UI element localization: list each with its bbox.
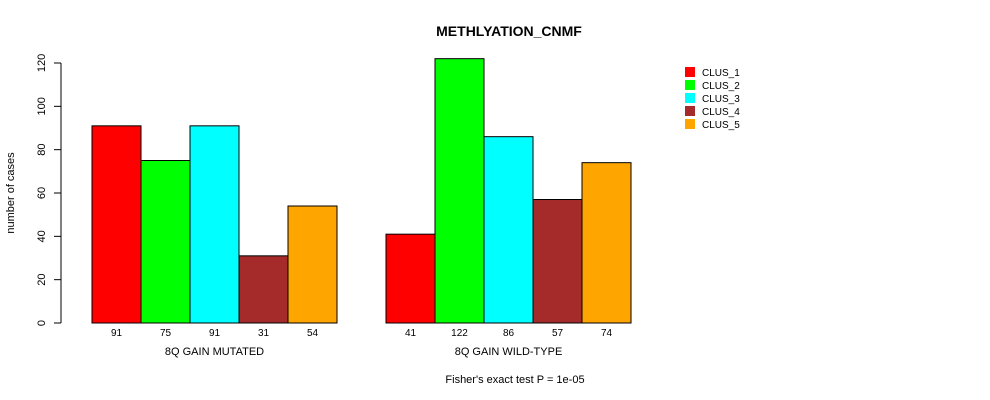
y-tick-label: 100 bbox=[36, 97, 48, 115]
bar-value-label: 54 bbox=[307, 328, 319, 339]
value-labels: 91 75 91 31 54 41 122 86 57 74 bbox=[111, 328, 613, 339]
legend-label: CLUS_5 bbox=[702, 120, 740, 131]
bar-clus-5-group-1 bbox=[287, 205, 338, 324]
bar-value-label: 57 bbox=[552, 328, 564, 339]
bar-clus-1-group-1 bbox=[91, 125, 142, 324]
bar-clus-4-group-1 bbox=[238, 255, 289, 324]
bar-clus-1-group-2 bbox=[385, 233, 436, 324]
bar-clus-3-group-1 bbox=[189, 125, 240, 324]
legend-label: CLUS_4 bbox=[702, 107, 740, 118]
legend-label: CLUS_3 bbox=[702, 94, 740, 105]
legend-label: CLUS_2 bbox=[702, 81, 740, 92]
bar-clus-3-group-2 bbox=[483, 136, 534, 324]
y-axis-label: number of cases bbox=[5, 152, 17, 234]
bar-value-label: 74 bbox=[601, 328, 613, 339]
fisher-test-caption: Fisher's exact test P = 1e-05 bbox=[445, 374, 584, 386]
bar-clus-2-group-2 bbox=[434, 58, 485, 324]
group-label: 8Q GAIN WILD-TYPE bbox=[455, 346, 563, 358]
bar-value-label: 91 bbox=[209, 328, 221, 339]
bar-value-label: 122 bbox=[451, 328, 468, 339]
legend-label: CLUS_1 bbox=[702, 68, 740, 79]
bar-value-label: 41 bbox=[405, 328, 417, 339]
bars bbox=[91, 58, 632, 324]
legend-swatch bbox=[685, 119, 695, 129]
bar-clus-5-group-2 bbox=[581, 162, 632, 324]
group-label: 8Q GAIN MUTATED bbox=[165, 346, 264, 358]
bar-value-label: 91 bbox=[111, 328, 123, 339]
legend-swatch bbox=[685, 106, 695, 116]
legend-swatch bbox=[685, 93, 695, 103]
legend: CLUS_1 CLUS_2 CLUS_3 CLUS_4 CLUS_5 bbox=[685, 67, 740, 131]
chart-title: METHLYATION_CNMF bbox=[436, 23, 582, 39]
group-labels: 8Q GAIN MUTATED 8Q GAIN WILD-TYPE bbox=[165, 346, 562, 358]
legend-swatch bbox=[685, 67, 695, 77]
bar-value-label: 86 bbox=[503, 328, 515, 339]
bar-value-label: 31 bbox=[258, 328, 270, 339]
bar-clus-2-group-1 bbox=[140, 160, 191, 324]
y-axis: 0 20 40 60 80 100 120 bbox=[36, 54, 62, 326]
y-tick-label: 60 bbox=[36, 187, 48, 199]
y-tick-label: 0 bbox=[36, 320, 48, 326]
y-tick-label: 20 bbox=[36, 274, 48, 286]
y-tick-label: 120 bbox=[36, 54, 48, 72]
y-tick-label: 40 bbox=[36, 230, 48, 242]
y-tick-label: 80 bbox=[36, 144, 48, 156]
bar-value-label: 75 bbox=[160, 328, 172, 339]
bar-clus-4-group-2 bbox=[532, 199, 583, 324]
legend-swatch bbox=[685, 80, 695, 90]
